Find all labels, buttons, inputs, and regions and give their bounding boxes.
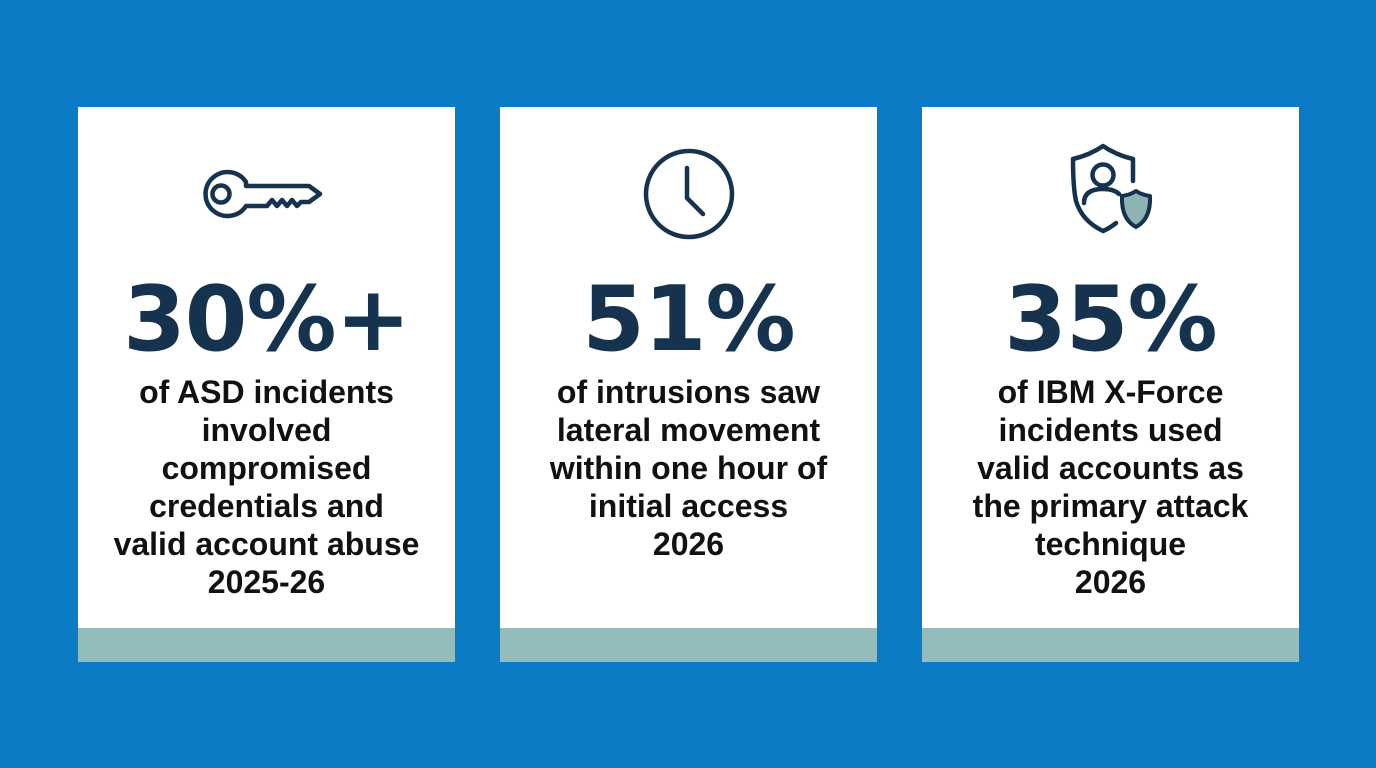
key-icon (202, 169, 322, 219)
stat-description-line: the primary attack (972, 488, 1249, 524)
stat-card-icon (78, 139, 455, 249)
stat-value: 51% (582, 267, 795, 372)
card-accent-bar (922, 628, 1299, 662)
stat-description-line: valid accounts as (977, 450, 1244, 486)
stat-description-line: within one hour of (549, 450, 828, 486)
stat-description-line: technique (1034, 526, 1187, 562)
stat-description-line: valid account abuse (113, 526, 420, 562)
stat-card-icon (922, 139, 1299, 249)
stat-description-line: involved (201, 412, 332, 448)
stat-description-line: of IBM X-Force (997, 374, 1224, 410)
stat-description-line: initial access (588, 488, 789, 524)
stat-card-icon (500, 139, 877, 249)
stat-description-line: of ASD incidents (139, 374, 394, 410)
stat-description-line: 2026 (652, 526, 725, 562)
stat-card-lateral-movement: 51% of intrusions saw lateral movement w… (500, 107, 877, 662)
stat-description-line: compromised (161, 450, 372, 486)
stat-description-line: of intrusions saw (556, 374, 821, 410)
stat-description-line: 2025-26 (207, 564, 326, 600)
card-accent-bar (500, 628, 877, 662)
user-shield-icon (1070, 143, 1152, 234)
stat-description-line: 2026 (1074, 564, 1147, 600)
card-accent-bar (78, 628, 455, 662)
stat-description: of IBM X-Force incidents used valid acco… (934, 373, 1287, 601)
stat-description-line: credentials and (149, 488, 384, 524)
stat-card-valid-accounts: 35% of IBM X-Force incidents used valid … (922, 107, 1299, 662)
stat-value: 30%+ (123, 267, 411, 372)
stat-value: 35% (1004, 267, 1217, 372)
stat-description-line: lateral movement (556, 412, 821, 448)
stat-description: of intrusions saw lateral movement withi… (512, 373, 865, 563)
clock-icon (643, 148, 734, 240)
stat-description-line: incidents used (998, 412, 1223, 448)
stat-description: of ASD incidents involved compromised cr… (90, 373, 443, 601)
stat-card-credentials: 30%+ of ASD incidents involved compromis… (78, 107, 455, 662)
